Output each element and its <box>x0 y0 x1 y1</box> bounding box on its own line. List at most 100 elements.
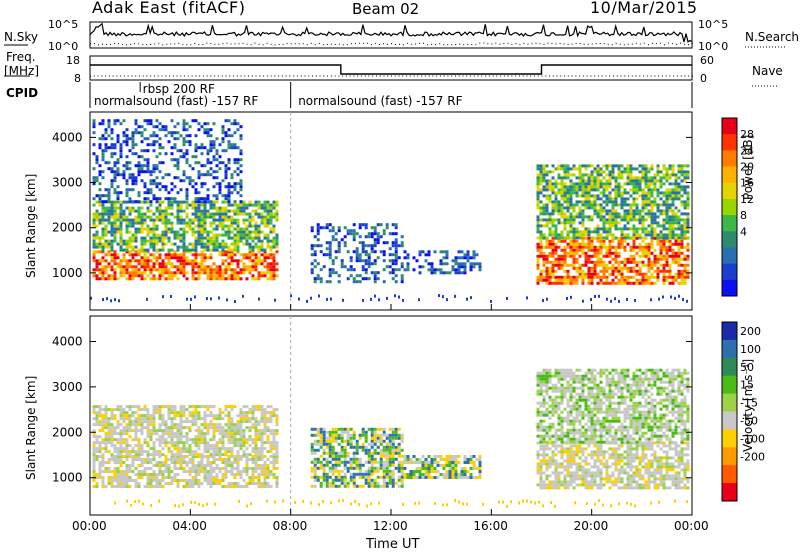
echo-cell <box>170 438 174 442</box>
echo-cell <box>185 191 189 195</box>
echo-cell <box>158 444 162 448</box>
echo-cell <box>554 224 558 228</box>
echo-cell <box>92 423 96 427</box>
echo-cell <box>107 450 111 454</box>
echo-cell <box>337 457 341 461</box>
echo-cell <box>584 227 588 231</box>
echo-cell <box>233 271 237 275</box>
echo-cell <box>563 200 567 204</box>
echo-cell <box>632 269 636 273</box>
echo-cell <box>632 197 636 201</box>
echo-cell <box>248 259 252 263</box>
echo-cell <box>644 170 648 174</box>
echo-cell <box>641 170 645 174</box>
echo-cell <box>122 215 126 219</box>
echo-cell <box>254 259 258 263</box>
echo-cell <box>545 260 549 264</box>
echo-cell <box>686 263 690 267</box>
echo-cell <box>575 215 579 219</box>
echo-cell <box>554 233 558 237</box>
echo-cell <box>143 420 147 424</box>
echo-cell <box>548 272 552 276</box>
echo-cell <box>179 414 183 418</box>
echo-cell <box>95 482 99 485</box>
echo-cell <box>266 438 270 442</box>
echo-cell <box>593 227 597 231</box>
echo-cell <box>227 188 231 192</box>
echo-cell <box>331 469 335 473</box>
echo-cell <box>266 200 270 204</box>
echo-cell <box>113 256 117 260</box>
echo-cell <box>173 215 177 219</box>
echo-cell <box>623 203 627 207</box>
echo-cell <box>364 253 368 257</box>
echo-cell <box>113 203 117 207</box>
echo-cell <box>566 188 570 192</box>
echo-cell <box>683 200 687 204</box>
echo-cell <box>614 221 618 225</box>
echo-cell <box>194 414 198 418</box>
echo-cell <box>394 226 398 230</box>
echo-cell <box>251 441 255 445</box>
echo-cell <box>161 435 165 439</box>
echo-cell <box>370 226 374 230</box>
echo-cell <box>242 405 246 409</box>
echo-cell <box>683 185 687 189</box>
echo-cell <box>119 265 123 269</box>
echo-cell <box>662 266 666 270</box>
echo-cell <box>617 251 621 255</box>
echo-cell <box>104 405 108 409</box>
echo-cell <box>599 173 603 177</box>
echo-cell <box>680 200 684 204</box>
echo-cell <box>671 233 675 237</box>
echo-cell <box>119 146 123 150</box>
echo-cell <box>104 227 108 231</box>
echo-cell <box>233 444 237 448</box>
echo-cell <box>641 227 645 231</box>
echo-cell <box>581 179 585 183</box>
echo-cell <box>173 164 177 168</box>
echo-cell <box>170 455 174 458</box>
echo-cell <box>560 233 564 237</box>
echo-cell <box>185 426 189 430</box>
echo-cell <box>239 414 243 418</box>
echo-cell <box>203 417 207 421</box>
echo-cell <box>182 485 186 488</box>
echo-cell <box>173 441 177 445</box>
echo-cell <box>668 206 672 210</box>
echo-cell <box>176 164 180 168</box>
echo-cell <box>551 212 555 216</box>
echo-cell <box>677 167 681 171</box>
echo-cell <box>361 223 365 227</box>
echo-cell <box>92 250 96 254</box>
echo-cell <box>203 473 207 476</box>
echo-cell <box>674 185 678 189</box>
echo-cell <box>134 215 138 219</box>
echo-cell <box>176 461 180 464</box>
echo-cell <box>116 200 120 204</box>
echo-cell <box>245 212 249 216</box>
echo-cell <box>149 268 153 272</box>
echo-cell <box>251 482 255 485</box>
echo-cell <box>161 185 165 189</box>
echo-cell <box>248 482 252 485</box>
echo-cell <box>266 464 270 467</box>
echo-cell <box>545 254 549 258</box>
echo-cell <box>227 230 231 234</box>
echo-cell <box>325 484 329 488</box>
echo-cell <box>197 470 201 473</box>
echo-cell <box>626 212 630 216</box>
echo-cell <box>101 176 105 180</box>
echo-cell <box>662 182 666 186</box>
echo-cell <box>188 479 192 482</box>
echo-cell <box>680 245 684 249</box>
echo-cell <box>95 473 99 476</box>
echo-cell <box>98 200 102 204</box>
echo-cell <box>242 453 246 457</box>
echo-cell <box>575 200 579 204</box>
echo-cell <box>203 245 207 249</box>
echo-cell <box>542 173 546 177</box>
echo-cell <box>275 450 279 454</box>
echo-cell <box>200 455 204 458</box>
echo-cell <box>445 253 449 257</box>
